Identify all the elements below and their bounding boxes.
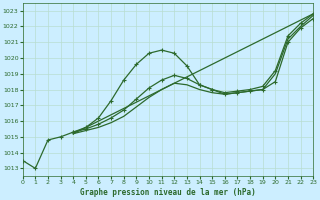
X-axis label: Graphe pression niveau de la mer (hPa): Graphe pression niveau de la mer (hPa) (80, 188, 256, 197)
